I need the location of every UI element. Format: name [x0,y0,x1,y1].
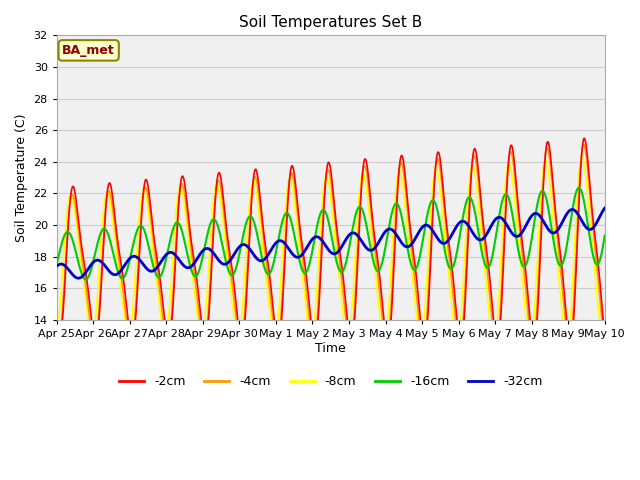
Legend: -2cm, -4cm, -8cm, -16cm, -32cm: -2cm, -4cm, -8cm, -16cm, -32cm [114,370,547,393]
X-axis label: Time: Time [316,342,346,355]
Text: BA_met: BA_met [62,44,115,57]
Y-axis label: Soil Temperature (C): Soil Temperature (C) [15,113,28,242]
Title: Soil Temperatures Set B: Soil Temperatures Set B [239,15,422,30]
